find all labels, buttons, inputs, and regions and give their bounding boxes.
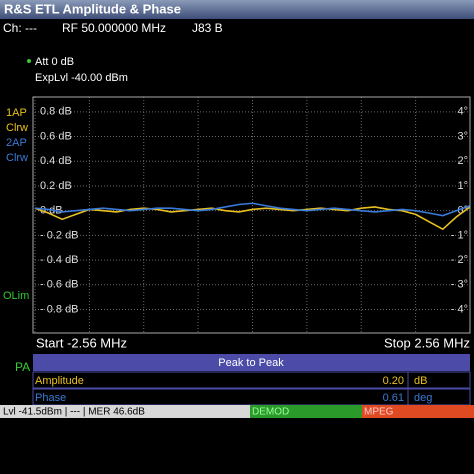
status-segment xyxy=(0,405,250,418)
att-dot xyxy=(27,59,31,63)
exp-level: ExpLvl -40.00 dBm xyxy=(35,72,128,84)
row-frame xyxy=(32,371,471,389)
status-segment xyxy=(250,405,362,418)
row-unit: deg xyxy=(414,392,432,404)
row-name: Phase xyxy=(35,392,66,404)
plot: 0.8 dB0.6 dB0.4 dB0.2 dB0 dB- 0.2 dB- 0.… xyxy=(34,97,471,333)
y-tick-label: 0.8 dB xyxy=(40,106,72,118)
y2-tick-label: 1° xyxy=(457,180,468,192)
y-tick-label: - 0.6 dB xyxy=(40,279,79,291)
y2-tick-label: 0° xyxy=(457,205,468,217)
y-tick-label: - 0.2 dB xyxy=(40,229,79,241)
att: Att 0 dB xyxy=(35,56,74,68)
trace-line xyxy=(34,202,471,217)
channel: Ch: --- xyxy=(3,21,37,35)
y-tick-label: - 0.8 dB xyxy=(40,303,79,315)
plot-frame xyxy=(32,96,471,334)
y2-tick-label: 2° xyxy=(457,155,468,167)
title: R&S ETL Amplitude & Phase xyxy=(4,1,181,16)
table-header xyxy=(33,354,470,371)
status-segment xyxy=(362,405,474,418)
status-level: Lvl -41.5dBm | --- | MER 46.6dB xyxy=(3,407,145,418)
trace-1-mode: Clrw xyxy=(6,122,28,134)
row-value: 0.61 xyxy=(383,392,404,404)
y-tick-label: 0.2 dB xyxy=(40,180,72,192)
y2-tick-label: - 3° xyxy=(451,279,468,291)
y-tick-label: 0.6 dB xyxy=(40,130,72,142)
row-name: Amplitude xyxy=(35,375,84,387)
limit-label: OLim xyxy=(3,290,29,302)
standard: J83 B xyxy=(192,21,223,35)
y2-tick-label: - 1° xyxy=(451,229,468,241)
row-unit: dB xyxy=(414,375,427,387)
y2-tick-label: 3° xyxy=(457,130,468,142)
table-title: Peak to Peak xyxy=(218,357,284,369)
row-value: 0.20 xyxy=(383,375,404,387)
y2-tick-label: 4° xyxy=(457,106,468,118)
y-tick-label: 0.4 dB xyxy=(40,155,72,167)
y-tick-label: - 0.4 dB xyxy=(40,254,79,266)
table-label: PA xyxy=(15,360,30,374)
rf: RF 50.000000 MHz xyxy=(62,21,166,35)
x-start: Start -2.56 MHz xyxy=(36,335,127,350)
trace-2-mode: Clrw xyxy=(6,152,28,164)
trace-1-name: 1AP xyxy=(6,107,27,119)
status-demod: DEMOD xyxy=(252,407,289,418)
x-stop: Stop 2.56 MHz xyxy=(384,335,470,350)
status-mpeg: MPEG xyxy=(364,407,394,418)
trace-2-name: 2AP xyxy=(6,137,27,149)
y2-tick-label: - 4° xyxy=(451,303,468,315)
y2-tick-label: - 2° xyxy=(451,254,468,266)
title-bar xyxy=(0,0,474,19)
